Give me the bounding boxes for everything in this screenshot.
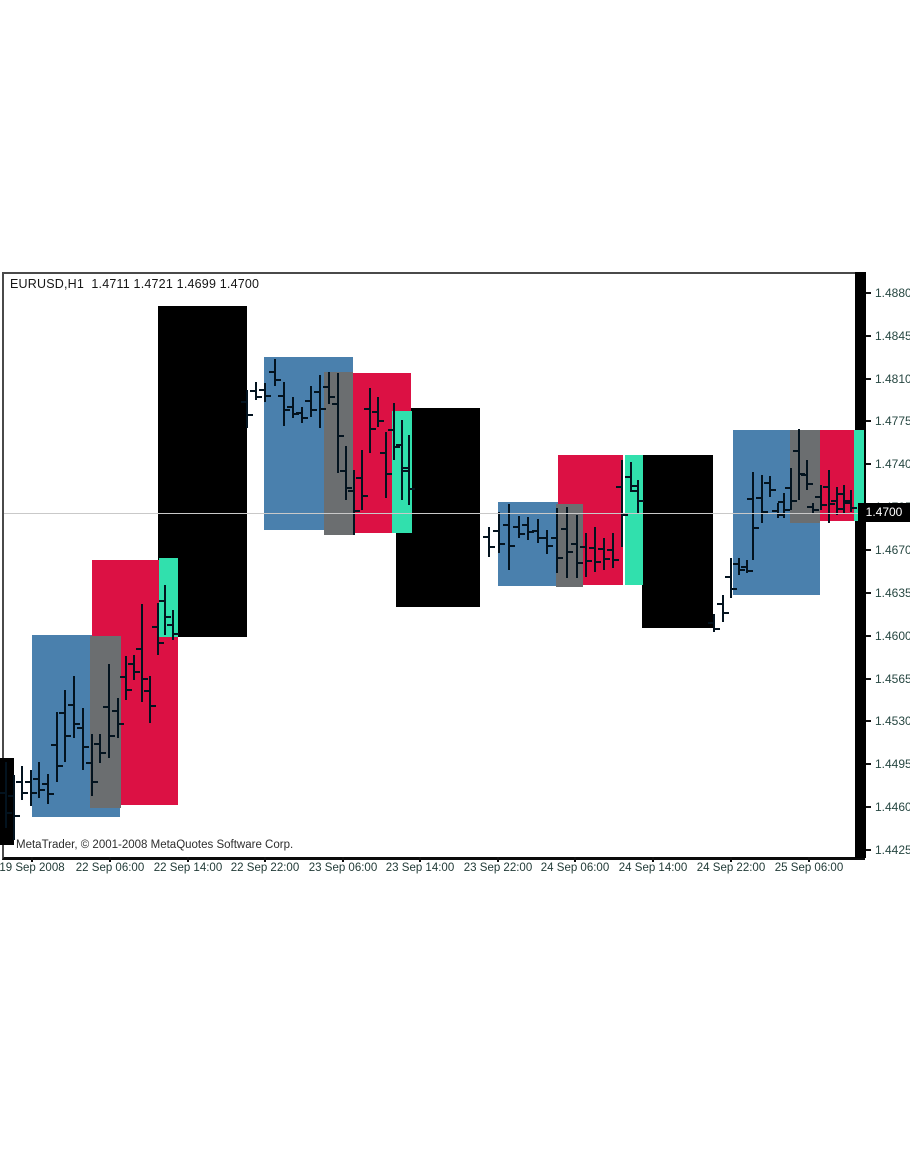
time-tick-label: 22 Sep 22:00: [230, 862, 300, 874]
price-tick: [866, 849, 871, 851]
current-price-tag: 1.4700: [858, 503, 910, 522]
time-tick-label: 23 Sep 14:00: [385, 862, 455, 874]
price-tick: [866, 378, 871, 380]
current-price-line: [4, 513, 866, 514]
price-tick-label: 1.4670: [875, 543, 910, 557]
price-tick-label: 1.4600: [875, 629, 910, 643]
price-tick-label: 1.4775: [875, 414, 910, 428]
price-tick: [866, 635, 871, 637]
price-tick: [866, 420, 871, 422]
price-tick: [866, 549, 871, 551]
price-tick-label: 1.4565: [875, 672, 910, 686]
time-tick-label: 24 Sep 22:00: [696, 862, 766, 874]
time-tick-label: 25 Sep 06:00: [774, 862, 844, 874]
price-tick: [866, 592, 871, 594]
price-tick-label: 1.4425: [875, 843, 910, 857]
time-tick-label: 22 Sep 06:00: [75, 862, 145, 874]
price-tick-label: 1.4495: [875, 757, 910, 771]
price-tick-label: 1.4740: [875, 457, 910, 471]
price-axis-strip[interactable]: [855, 272, 866, 858]
price-tick: [866, 678, 871, 680]
price-tick-label: 1.4635: [875, 586, 910, 600]
price-tick-label: 1.4530: [875, 714, 910, 728]
price-tick: [866, 335, 871, 337]
price-tick-label: 1.4845: [875, 329, 910, 343]
price-tick-label: 1.4880: [875, 286, 910, 300]
metatrader-copyright: MetaTrader, © 2001-2008 MetaQuotes Softw…: [16, 839, 294, 851]
price-tick: [866, 720, 871, 722]
time-tick-label: 22 Sep 14:00: [153, 862, 223, 874]
price-tick: [866, 463, 871, 465]
time-tick-label: 24 Sep 14:00: [618, 862, 688, 874]
time-tick-label: 24 Sep 06:00: [540, 862, 610, 874]
time-tick-label: 19 Sep 2008: [0, 862, 65, 874]
time-tick-label: 23 Sep 06:00: [308, 862, 378, 874]
time-tick-label: 23 Sep 22:00: [463, 862, 533, 874]
price-tick-label: 1.4460: [875, 800, 910, 814]
price-tick-label: 1.4810: [875, 372, 910, 386]
chart-title: EURUSD,H1 1.4711 1.4721 1.4699 1.4700: [10, 277, 260, 291]
price-tick: [866, 292, 871, 294]
price-tick: [866, 806, 871, 808]
chart-window[interactable]: [2, 272, 865, 860]
price-tick: [866, 763, 871, 765]
